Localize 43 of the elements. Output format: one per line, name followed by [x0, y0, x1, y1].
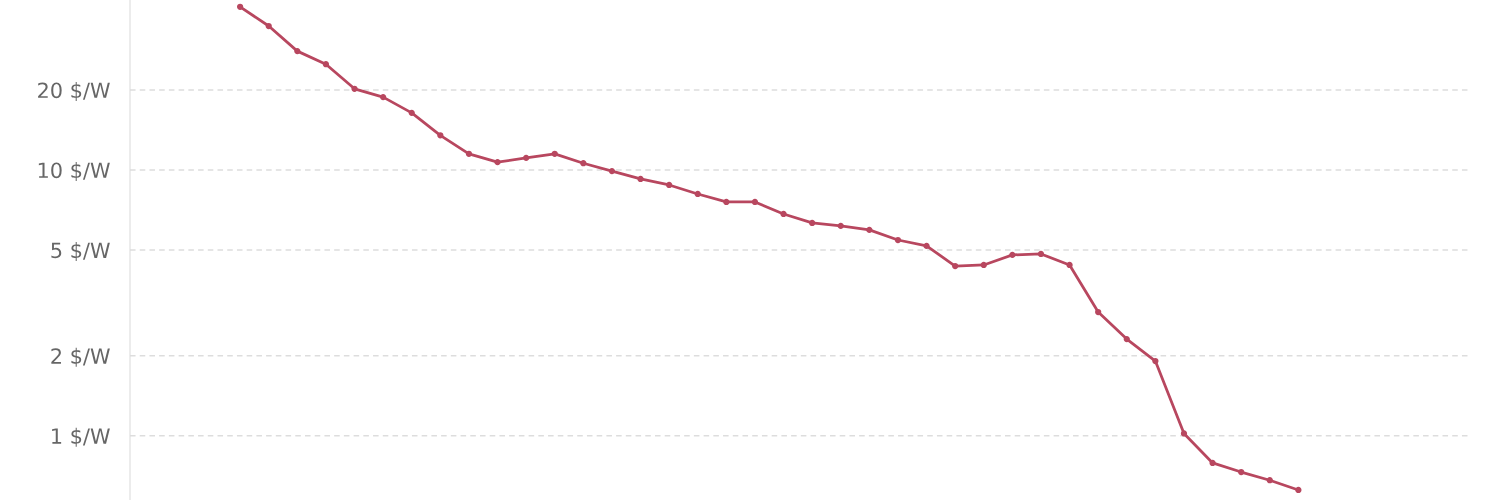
point — [694, 190, 701, 198]
point — [551, 150, 558, 157]
y-tick-label: 20 $/W — [38, 82, 110, 101]
point — [666, 181, 673, 189]
point — [1238, 468, 1245, 476]
point — [465, 150, 473, 157]
point — [952, 262, 959, 270]
point — [1037, 250, 1045, 258]
point — [494, 159, 501, 166]
point — [1123, 335, 1130, 343]
point — [351, 85, 358, 92]
point — [1266, 477, 1273, 484]
y-tick-label: 10 $/W — [38, 162, 110, 181]
point — [1180, 430, 1188, 437]
point — [380, 93, 387, 101]
point — [265, 22, 272, 30]
point — [408, 109, 415, 116]
point — [1209, 459, 1216, 467]
point — [1009, 251, 1016, 259]
y-tick-label: 5 $/W — [51, 242, 110, 261]
point — [322, 61, 330, 68]
point — [523, 154, 530, 162]
point — [437, 132, 444, 139]
point — [866, 226, 873, 234]
point — [980, 261, 987, 269]
point — [809, 219, 816, 227]
y-tick-label: 1 $/W — [52, 427, 110, 447]
y-tick-label: 2 $/W — [51, 347, 110, 367]
point — [294, 47, 301, 55]
point — [1295, 486, 1302, 494]
point — [608, 167, 616, 175]
point — [580, 160, 587, 167]
point — [780, 210, 787, 218]
point — [637, 175, 644, 183]
point — [1095, 308, 1102, 316]
point — [751, 198, 759, 206]
point — [894, 236, 902, 244]
point — [723, 198, 730, 206]
point — [837, 222, 844, 229]
point — [1152, 357, 1159, 365]
point — [236, 3, 244, 10]
point — [1066, 261, 1073, 269]
point — [923, 242, 930, 249]
